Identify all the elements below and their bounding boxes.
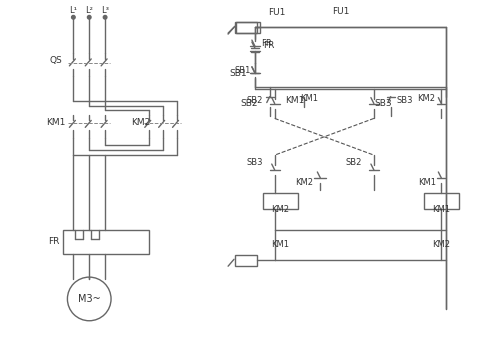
Text: KM2: KM2: [271, 205, 289, 214]
Text: KM1: KM1: [300, 94, 318, 103]
Text: M3~: M3~: [78, 294, 100, 304]
Bar: [263, 193, 297, 209]
Bar: [424, 193, 459, 209]
Text: SB2: SB2: [247, 96, 263, 105]
Text: L²: L²: [85, 6, 93, 15]
Circle shape: [72, 16, 75, 19]
Bar: [64, 230, 149, 254]
Text: KM1: KM1: [418, 178, 436, 187]
Text: FR: FR: [263, 41, 274, 49]
Text: SB1: SB1: [235, 66, 251, 75]
Text: SB2: SB2: [346, 158, 362, 166]
Text: FR: FR: [261, 39, 272, 47]
Text: FU1: FU1: [268, 8, 285, 17]
Bar: [235, 22, 257, 33]
Text: SB3: SB3: [246, 158, 263, 166]
Circle shape: [87, 16, 91, 19]
Text: KM1: KM1: [271, 240, 289, 249]
Text: SB2: SB2: [240, 99, 258, 108]
Text: KM1: KM1: [46, 118, 66, 127]
Bar: [235, 255, 257, 266]
Text: SB1: SB1: [229, 69, 247, 78]
Circle shape: [67, 277, 111, 321]
Text: QS: QS: [50, 56, 62, 65]
Text: KM2: KM2: [131, 118, 150, 127]
Text: FR: FR: [48, 237, 59, 246]
Text: L³: L³: [101, 6, 109, 15]
Text: FU1: FU1: [332, 7, 349, 16]
Text: SB3: SB3: [374, 99, 392, 108]
Text: KM1: KM1: [432, 205, 450, 214]
Bar: [236, 22, 260, 33]
Text: SB3: SB3: [397, 96, 413, 105]
Text: L¹: L¹: [69, 6, 77, 15]
Text: KM2: KM2: [295, 178, 314, 187]
Text: KM2: KM2: [432, 240, 450, 249]
Text: KM1: KM1: [285, 96, 304, 105]
Text: KM2: KM2: [417, 94, 435, 103]
Circle shape: [103, 16, 107, 19]
